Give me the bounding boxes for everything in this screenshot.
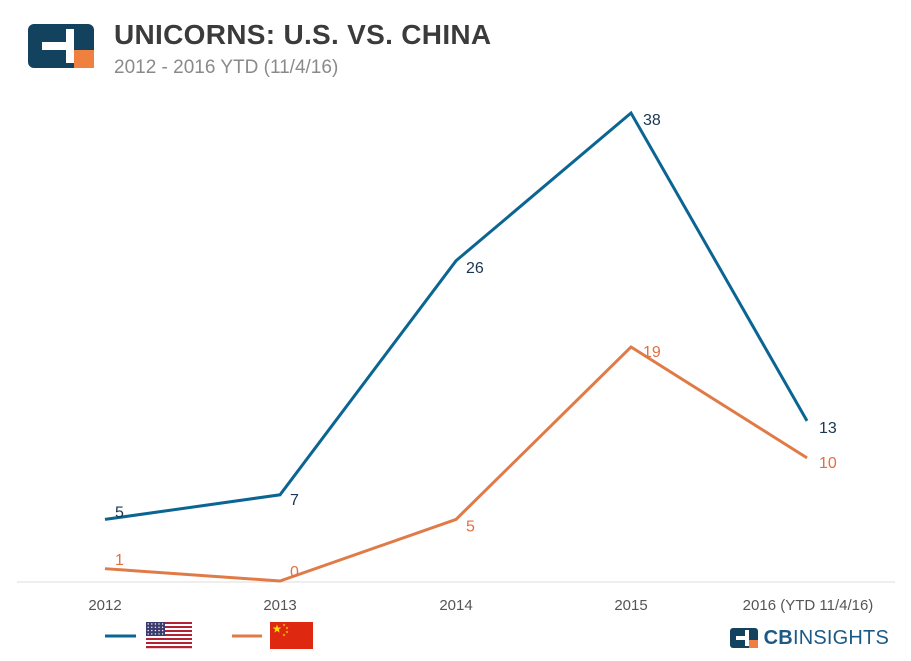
chart-title: UNICORNS: U.S. VS. CHINA [114,19,492,50]
china-data-label: 10 [819,455,837,472]
china-data-label: 1 [115,552,124,569]
china-series-line [104,345,808,583]
us-flag-stripe [146,628,192,631]
us-flag-stripe [146,622,192,625]
cb-insights-mark-icon [729,628,758,648]
x-tick-label: 2012 [88,597,121,614]
x-tick-label: 2013 [263,597,296,614]
us-flag-stripe [146,636,192,639]
us-flag-star [147,626,149,628]
us-flag-star [158,623,160,625]
chart-subtitle: 2012 - 2016 YTD (11/4/16) [114,57,339,78]
us-flag-star [158,633,160,635]
brand-text-regular: INSIGHTS [792,626,889,649]
china-flag-field [270,622,313,649]
us-flag-star [151,623,153,625]
x-tick-label: 2015 [614,597,647,614]
china-flag-star [282,633,286,637]
us-flag-stripe [146,626,192,629]
us-flag-stripe [146,640,192,643]
x-tick-label: 2014 [439,597,472,614]
us-flag-stripe [146,642,192,645]
us-flag-star [161,623,164,625]
brand-text: CBINSIGHTS [764,627,889,650]
us-series-line [104,110,809,521]
china-data-label: 5 [466,519,475,536]
us-data-label: 26 [466,260,484,277]
us-flag-star [147,633,149,635]
us-flag-star [161,626,164,628]
china-flag-star [282,623,286,627]
us-data-label: 38 [643,112,661,129]
china-flag-star [272,624,282,633]
us-data-label: 7 [290,492,299,509]
us-data-label: 5 [115,505,124,522]
china-flag-star [285,626,289,630]
us-flag-star [151,633,153,635]
us-flag-star [158,626,160,628]
us-flag-stripe [146,638,192,641]
cb-insights-logo-icon [28,24,94,68]
us-flag-stripe [146,624,192,627]
us-flag-star [161,629,164,632]
china-data-label: 0 [290,564,299,581]
us-flag-stripe [146,632,192,635]
us-flag-icon [146,622,192,649]
us-flag-star [151,629,153,632]
cb-insights-logo [28,24,94,68]
china-data-label: 19 [643,344,661,361]
us-flag-star [151,626,153,628]
us-flag-star [161,633,164,635]
us-flag-stripe [146,644,192,647]
us-flag-stripe [146,634,192,637]
us-flag-canton [146,622,165,636]
us-flag-star [158,629,160,632]
us-flag-star [147,623,149,625]
cb-insights-brand: CBINSIGHTS [729,627,889,650]
us-flag-star [154,633,157,635]
us-flag-stripe [146,630,192,633]
china-flag-icon [270,622,313,649]
us-flag-star [154,626,157,628]
us-flag-star [154,623,157,625]
china-flag-star [285,630,289,634]
x-tick-label: 2016 (YTD 11/4/16) [743,597,874,614]
us-flag-star [154,629,157,632]
brand-text-bold: CB [763,626,793,649]
us-flag-stripe [146,646,192,649]
us-data-label: 13 [819,420,837,437]
us-flag-star [147,629,149,632]
